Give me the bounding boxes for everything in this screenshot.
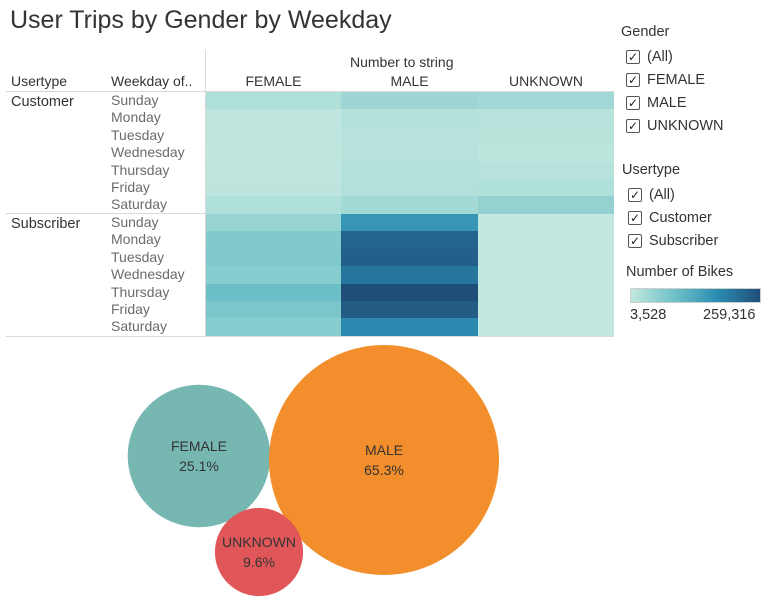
weekday-label: Monday — [111, 109, 161, 126]
bubble-label: MALE — [365, 442, 403, 458]
heatmap-cell[interactable] — [341, 248, 478, 267]
heatmap-cell[interactable] — [341, 161, 478, 180]
legend-max-label: 259,316 — [703, 307, 756, 323]
gender-filter-title: Gender — [621, 24, 670, 40]
heatmap-cell[interactable] — [206, 196, 341, 215]
gender-filter-unknown[interactable]: ✓ UNKNOWN — [626, 118, 724, 134]
weekday-label: Tuesday — [111, 126, 165, 143]
bubble-label: FEMALE — [171, 438, 227, 454]
heatmap-cell[interactable] — [341, 179, 478, 197]
weekday-label: Saturday — [111, 196, 168, 213]
bubble-label: UNKNOWN — [222, 534, 296, 550]
heatmap-cell[interactable] — [341, 214, 478, 232]
weekday-label: Friday — [111, 301, 150, 317]
weekday-header[interactable]: Weekday of.. — [111, 73, 193, 89]
heatmap-cell[interactable] — [341, 266, 478, 284]
weekday-label: Sunday — [111, 92, 159, 108]
heatmap-cell[interactable] — [341, 301, 478, 319]
checkbox-icon[interactable]: ✓ — [628, 188, 642, 202]
heatmap-cell[interactable] — [341, 144, 478, 162]
heatmap-cell[interactable] — [341, 109, 478, 128]
bubble-value-label: 9.6% — [243, 554, 275, 570]
heatmap-cell[interactable] — [206, 301, 341, 319]
usertype-label-subscriber: Subscriber — [11, 216, 81, 232]
heatmap-cell[interactable] — [478, 92, 614, 110]
heatmap-cell[interactable] — [478, 126, 614, 145]
weekday-label: Thursday — [111, 161, 170, 178]
weekday-label: Wednesday — [111, 266, 185, 283]
checkbox-icon[interactable]: ✓ — [628, 234, 642, 248]
legend-min-label: 3,528 — [630, 307, 667, 323]
weekday-label: Thursday — [111, 283, 170, 300]
weekday-label: Monday — [111, 231, 161, 248]
bubble-male[interactable] — [269, 345, 499, 575]
checkbox-icon[interactable]: ✓ — [626, 50, 640, 64]
weekday-label: Friday — [111, 179, 150, 195]
heatmap-cell[interactable] — [341, 231, 478, 250]
heatmap-cell[interactable] — [206, 179, 341, 197]
checkbox-icon[interactable]: ✓ — [626, 119, 640, 133]
checkbox-icon[interactable]: ✓ — [628, 211, 642, 225]
heatmap-cell[interactable] — [478, 144, 614, 162]
heatmap-cell[interactable] — [478, 301, 614, 319]
heatmap-cell[interactable] — [206, 92, 341, 110]
usertype-filter-all[interactable]: ✓ (All) — [628, 187, 675, 203]
usertype-filter-subscriber[interactable]: ✓ Subscriber — [628, 233, 719, 249]
heatmap-cell[interactable] — [206, 248, 341, 267]
heatmap-cell[interactable] — [341, 196, 478, 215]
heatmap-cell[interactable] — [478, 248, 614, 267]
checkbox-icon[interactable]: ✓ — [626, 73, 640, 87]
bubble-unknown[interactable] — [214, 507, 304, 597]
weekday-label: Saturday — [111, 318, 168, 335]
heatmap-cell[interactable] — [206, 266, 341, 284]
usertype-label-customer: Customer — [11, 94, 74, 110]
heatmap-cell[interactable] — [478, 214, 614, 232]
bubble-value-label: 65.3% — [364, 462, 404, 478]
weekday-label: Sunday — [111, 214, 159, 230]
heatmap-cell[interactable] — [206, 161, 341, 180]
heatmap-cell[interactable] — [206, 283, 341, 302]
bubble-female[interactable] — [127, 384, 271, 528]
heatmap-cell[interactable] — [478, 179, 614, 197]
heatmap-cell[interactable] — [206, 144, 341, 162]
heatmap-cell[interactable] — [478, 161, 614, 180]
heatmap-cell[interactable] — [478, 283, 614, 302]
heatmap-cell[interactable] — [206, 109, 341, 128]
heatmap-cell[interactable] — [478, 196, 614, 215]
table-divider-vertical — [205, 50, 206, 337]
checkbox-icon[interactable]: ✓ — [626, 96, 640, 110]
heatmap-cell[interactable] — [341, 318, 478, 337]
weekday-label: Tuesday — [111, 248, 165, 265]
heatmap-cell[interactable] — [478, 231, 614, 250]
bubble-value-label: 25.1% — [179, 458, 219, 474]
column-group-label: Number to string — [350, 54, 454, 70]
usertype-filter-customer[interactable]: ✓ Customer — [628, 210, 712, 226]
column-header-unknown[interactable]: UNKNOWN — [509, 73, 583, 89]
column-header-female[interactable]: FEMALE — [245, 73, 302, 89]
gender-filter-female[interactable]: ✓ FEMALE — [626, 72, 706, 88]
heatmap-cell[interactable] — [206, 126, 341, 145]
heatmap-cell[interactable] — [206, 318, 341, 337]
usertype-header[interactable]: Usertype — [11, 73, 68, 89]
heatmap-cell[interactable] — [206, 214, 341, 232]
heatmap-cell[interactable] — [478, 266, 614, 284]
legend-title: Number of Bikes — [626, 264, 734, 280]
heatmap-cell[interactable] — [341, 92, 478, 110]
weekday-label: Wednesday — [111, 144, 185, 161]
gender-filter-male[interactable]: ✓ MALE — [626, 95, 687, 111]
heatmap-cell[interactable] — [206, 231, 341, 250]
gender-filter-all[interactable]: ✓ (All) — [626, 49, 673, 65]
heatmap-cell[interactable] — [478, 109, 614, 128]
color-legend-bar — [630, 288, 761, 303]
header-divider — [6, 91, 614, 92]
usertype-filter-title: Usertype — [622, 162, 681, 178]
chart-title: User Trips by Gender by Weekday — [10, 6, 392, 34]
heatmap-cell[interactable] — [341, 283, 478, 302]
column-header-male[interactable]: MALE — [390, 73, 429, 89]
heatmap-cell[interactable] — [341, 126, 478, 145]
table-bottom-divider — [6, 336, 614, 337]
heatmap-cell[interactable] — [478, 318, 614, 337]
